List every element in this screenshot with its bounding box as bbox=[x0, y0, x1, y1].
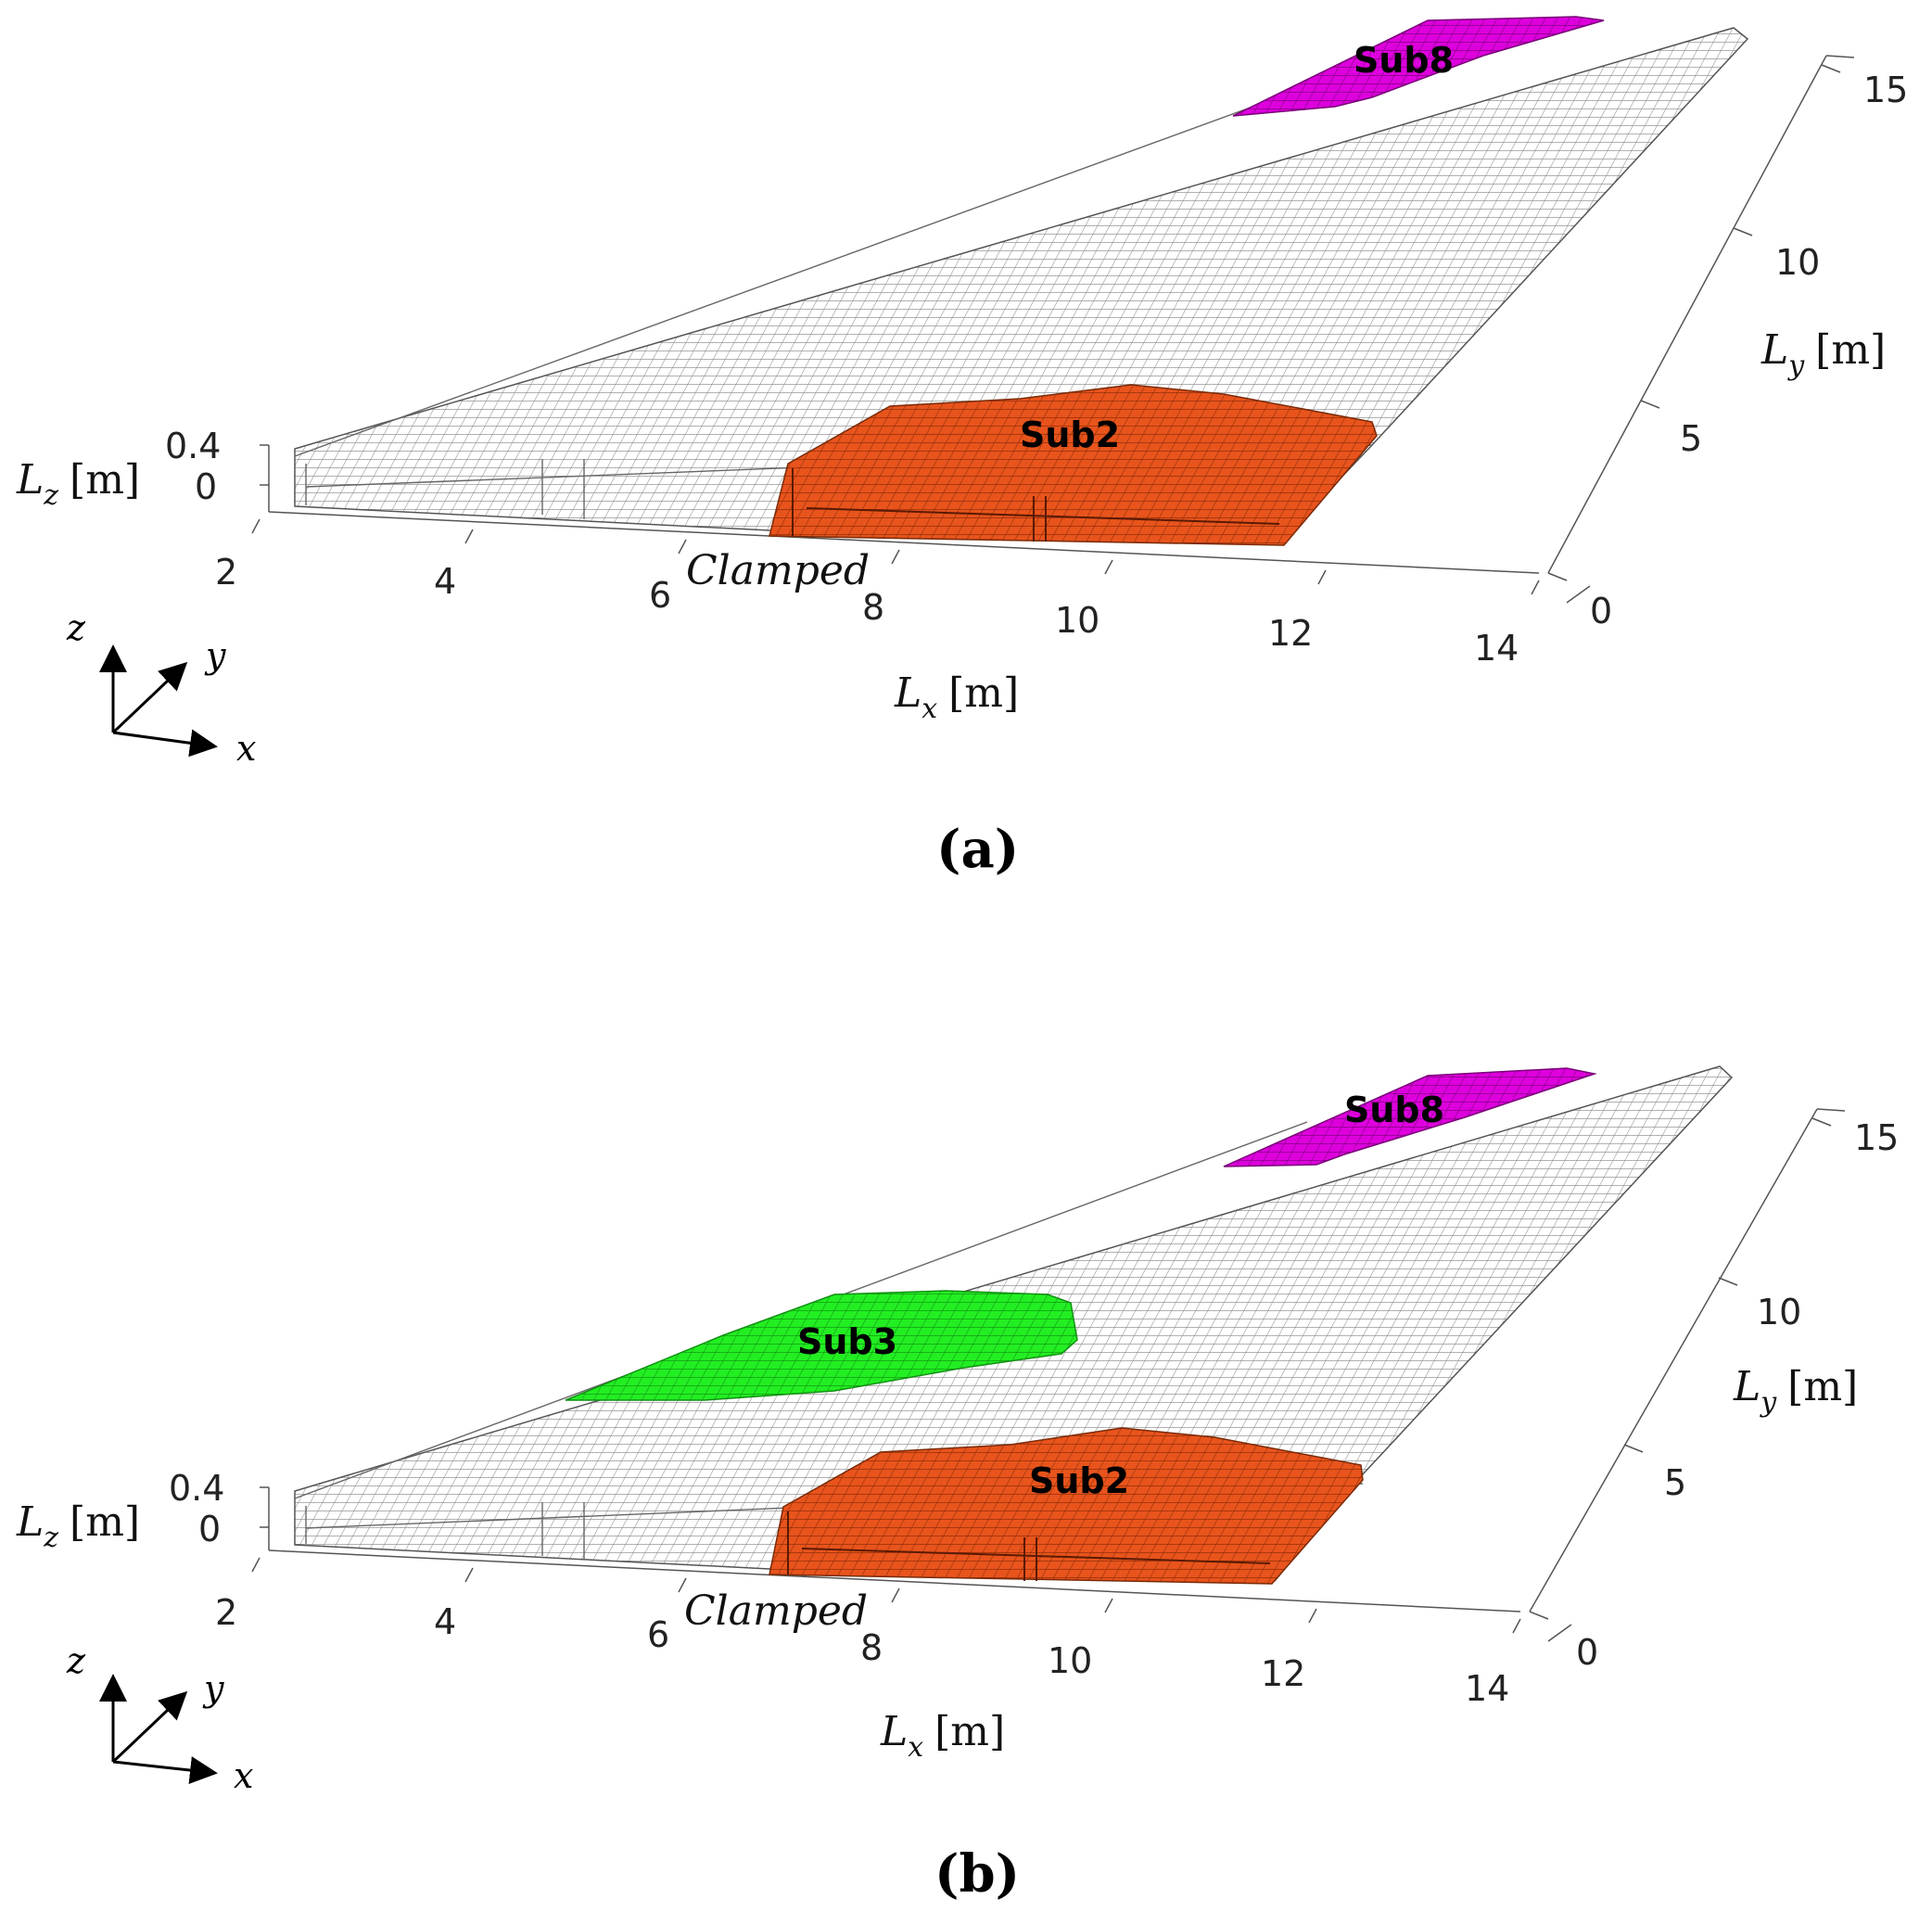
x-tick-a-3: 8 bbox=[862, 587, 884, 628]
z-tick-a-0: 0.4 bbox=[165, 426, 221, 466]
sub8-label-b: Sub8 bbox=[1344, 1090, 1444, 1130]
y-tick-a-2: 10 bbox=[1775, 242, 1820, 283]
y-axis-label-a: Ly [m] bbox=[1760, 326, 1886, 382]
sub2-label-b: Sub2 bbox=[1029, 1460, 1129, 1501]
x-tick-b-4: 10 bbox=[1048, 1640, 1092, 1681]
panel-b: Sub8 Sub3 Sub2 Clamped 0.4 0 Lz [m] 2 4 6… bbox=[16, 1065, 1899, 1905]
triad-z-b: z bbox=[66, 1640, 86, 1681]
subdomain-sub3-b bbox=[565, 1290, 1078, 1401]
coordinate-triad-a bbox=[99, 644, 218, 758]
svg-text:Lz[m]: Lz [m] bbox=[16, 1498, 140, 1554]
y-axis-label-b: Ly [m] bbox=[1733, 1363, 1858, 1419]
triad-z-a: z bbox=[66, 607, 86, 648]
triad-x-a: x bbox=[236, 728, 256, 769]
sub2-spars-a bbox=[792, 468, 1280, 542]
svg-text:Lz[m]: Lz [m] bbox=[16, 456, 140, 512]
panel-label-b: (b) bbox=[934, 1843, 1020, 1905]
z-tick-b-1: 0 bbox=[198, 1509, 221, 1549]
clamped-label-a: Clamped bbox=[686, 547, 870, 594]
x-ticks-b bbox=[251, 1557, 1521, 1634]
y-tick-b-3: 15 bbox=[1854, 1117, 1899, 1158]
svg-text:Lx[m]: Lx [m] bbox=[894, 669, 1019, 725]
clamped-label-b: Clamped bbox=[684, 1587, 868, 1635]
y-tick-a-3: 15 bbox=[1863, 70, 1908, 110]
axis-box-b bbox=[260, 1108, 1846, 1642]
svg-text:Lx[m]: Lx [m] bbox=[880, 1708, 1005, 1764]
z-axis-label-a: Lz [m] bbox=[16, 456, 140, 512]
svg-text:Ly[m]: Ly [m] bbox=[1733, 1363, 1858, 1419]
axis-box-a bbox=[260, 55, 1855, 604]
subdomain-sub2-b bbox=[769, 1427, 1364, 1585]
x-tick-a-2: 6 bbox=[649, 575, 671, 616]
x-tick-a-4: 10 bbox=[1055, 600, 1099, 641]
x-tick-a-0: 2 bbox=[215, 552, 237, 593]
subdomain-sub8-a bbox=[1232, 16, 1605, 117]
z-tick-a-1: 0 bbox=[195, 466, 217, 507]
panel-label-a: (a) bbox=[936, 819, 1019, 880]
x-tick-a-5: 12 bbox=[1268, 613, 1313, 654]
y-ticks-b bbox=[1529, 1117, 1832, 1620]
x-tick-a-6: 14 bbox=[1474, 628, 1519, 669]
svg-text:Ly[m]: Ly [m] bbox=[1760, 326, 1886, 382]
x-tick-b-0: 2 bbox=[215, 1592, 237, 1633]
z-tick-b-0: 0.4 bbox=[169, 1468, 224, 1509]
panel-a: Sub8 Sub2 Clamped 0.4 0 Lz [m] 2 4 6 8 10… bbox=[16, 16, 1908, 880]
y-tick-a-0: 0 bbox=[1590, 591, 1612, 631]
triad-x-b: x bbox=[234, 1755, 253, 1796]
y-ticks-a bbox=[1547, 64, 1841, 581]
y-tick-b-0: 0 bbox=[1576, 1632, 1598, 1673]
sub8-label-a: Sub8 bbox=[1354, 40, 1454, 81]
sub3-label-b: Sub3 bbox=[797, 1321, 897, 1362]
triad-y-b: y bbox=[202, 1668, 224, 1709]
coordinate-triad-b bbox=[99, 1674, 218, 1784]
z-axis-label-b: Lz [m] bbox=[16, 1498, 140, 1554]
sub2-label-a: Sub2 bbox=[1020, 414, 1120, 455]
triad-y-a: y bbox=[204, 635, 226, 676]
y-tick-b-1: 5 bbox=[1664, 1462, 1686, 1503]
x-tick-b-3: 8 bbox=[860, 1627, 883, 1668]
x-axis-label-a: Lx [m] bbox=[894, 669, 1019, 725]
y-tick-b-2: 10 bbox=[1757, 1292, 1801, 1332]
subdomain-sub2-a bbox=[769, 384, 1378, 546]
x-tick-b-6: 14 bbox=[1465, 1668, 1509, 1709]
subdomain-sub8-b bbox=[1223, 1067, 1597, 1167]
x-tick-a-1: 4 bbox=[434, 561, 456, 602]
x-tick-b-5: 12 bbox=[1261, 1653, 1305, 1694]
x-ticks-a bbox=[251, 518, 1540, 595]
sub2-spars-b bbox=[787, 1511, 1271, 1581]
x-axis-label-b: Lx [m] bbox=[880, 1708, 1005, 1764]
x-tick-b-1: 4 bbox=[434, 1601, 456, 1642]
x-tick-b-2: 6 bbox=[647, 1614, 669, 1655]
y-tick-a-1: 5 bbox=[1680, 418, 1702, 459]
